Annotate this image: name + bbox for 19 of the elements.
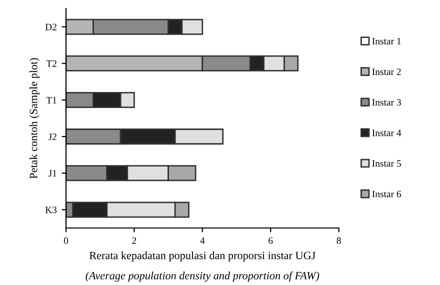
x-tick-label: 4: [200, 237, 205, 244]
legend-label: Instar 6: [372, 190, 402, 198]
y-tick-label: T1: [46, 96, 56, 104]
x-tick-label: 0: [64, 237, 68, 244]
legend-label: Instar 5: [372, 160, 401, 167]
x-tick-label: 6: [268, 237, 273, 244]
y-tick-label: J1: [48, 170, 56, 177]
legend-label: Instar 1: [372, 38, 401, 44]
x-tick-label: 8: [336, 237, 341, 244]
y-tick-label: D2: [45, 24, 56, 30]
legend-label: Instar 2: [372, 68, 401, 76]
legend-label: Instar 3: [372, 99, 401, 106]
legend-label: Instar 4: [372, 130, 402, 136]
y-tick-label: T2: [46, 60, 56, 67]
y-axis-title: Petak contoh (Sample plot): [29, 58, 40, 179]
text: Rerata kepadatan populasi dan proporsi instar UGJ (Average population density and proportion of FAW): [86, 251, 320, 282]
y-tick-label: K3: [45, 206, 57, 214]
y-tick-label: J2: [48, 134, 56, 140]
x-tick-label: 2: [132, 237, 136, 244]
